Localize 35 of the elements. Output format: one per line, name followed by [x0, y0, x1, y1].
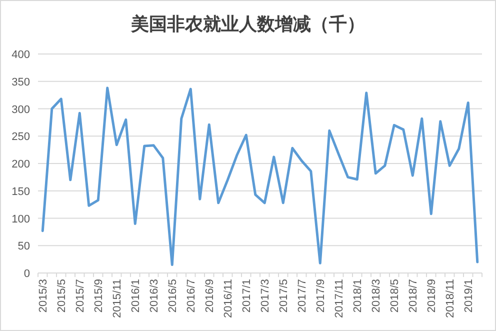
- x-tick-label: 2019/1: [463, 279, 476, 313]
- x-tick-label: 2016/7: [186, 279, 198, 313]
- x-tick-label: 2017/3: [260, 279, 272, 313]
- x-tick-label: 2017/9: [315, 279, 328, 313]
- line-series: [41, 86, 479, 266]
- x-tick-label: 2015/9: [93, 279, 106, 313]
- x-tick-label: 2015/5: [56, 279, 68, 313]
- y-tick-label: 400: [12, 49, 30, 61]
- x-tick-label: 2016/1: [130, 279, 142, 313]
- x-tick-label: 2017/1: [241, 279, 254, 313]
- x-tick-label: 2018/1: [352, 279, 364, 313]
- y-tick-label: 150: [12, 186, 30, 198]
- y-tick-label: 0: [24, 268, 30, 280]
- y-tick-label: 250: [12, 131, 30, 144]
- y-tick-label: 50: [18, 240, 30, 253]
- y-tick-label: 350: [12, 76, 30, 88]
- x-tick-label: 2018/7: [408, 279, 420, 313]
- x-tick-label: 2017/7: [296, 279, 309, 313]
- chart-title: 美国非农就业人数增减（千）: [130, 14, 365, 35]
- x-tick-label: 2015/11: [112, 279, 124, 318]
- x-tick-label: 2015/3: [38, 279, 50, 313]
- x-tick-label: 2018/11: [444, 279, 457, 318]
- x-tick-label: 2018/9: [426, 279, 438, 313]
- x-tick-label: 2018/3: [370, 279, 383, 313]
- y-tick-label: 300: [12, 104, 30, 116]
- y-tick-label: 100: [12, 213, 30, 226]
- x-tick-label: 2018/5: [389, 279, 402, 313]
- x-tick-label: 2017/11: [334, 279, 346, 318]
- x-tick-label: 2016/5: [167, 279, 180, 313]
- x-tick-label: 2016/3: [148, 279, 161, 313]
- x-tick-label: 2015/7: [74, 279, 87, 313]
- y-tick-label: 200: [12, 158, 30, 170]
- x-tick-label: 2016/9: [204, 279, 216, 313]
- x-tick-label: 2016/11: [222, 279, 235, 318]
- x-tick-label: 2017/5: [278, 279, 290, 313]
